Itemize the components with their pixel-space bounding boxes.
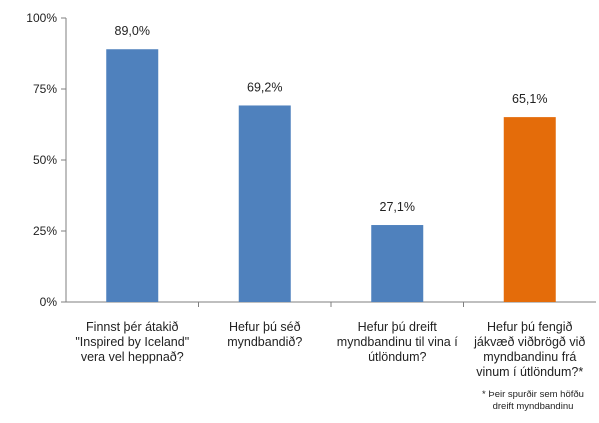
category-label-line: Hefur þú fengið [487,320,573,334]
category-label-line: Hefur þú dreift [358,320,438,334]
y-tick-label: 0% [40,295,58,309]
category-label-line: myndbandinu til vina í [337,335,458,349]
category-label-line: vinum í útlöndum?* [476,365,583,379]
data-label: 69,2% [247,80,282,94]
bars [106,49,556,302]
bar [106,49,159,302]
y-axis-ticks: 0% 25% 50% 75% 100% [26,11,66,309]
category-label-line: útlöndum? [368,350,426,364]
category-label-line: Finnst þér átakið [86,320,178,334]
data-label: 27,1% [380,200,415,214]
bar [238,105,291,302]
category-label-line: vera vel heppnað? [81,350,184,364]
footnote-line-1: * Þeir spurðir sem höfðu [482,389,584,400]
category-label-line: myndbandinu frá [483,350,576,364]
y-tick-label: 25% [33,224,57,238]
footnote-line-2: dreift myndbandinu [493,401,574,412]
data-label: 65,1% [512,92,547,106]
y-tick-label: 100% [26,11,57,25]
category-label-line: myndbandið? [227,335,302,349]
data-labels: 89,0% 69,2% 27,1% 65,1% [115,24,548,214]
category-label-line: Hefur þú séð [229,320,301,334]
category-label-line: jákvæð viðbrögð við [473,335,585,349]
y-tick-label: 75% [33,82,57,96]
bar [503,117,556,302]
category-label-line: "Inspired by Iceland" [75,335,189,349]
bar [371,225,424,302]
category-labels: Finnst þér átakið"Inspired by Iceland"ve… [75,320,585,379]
data-label: 89,0% [115,24,150,38]
y-tick-label: 50% [33,153,57,167]
